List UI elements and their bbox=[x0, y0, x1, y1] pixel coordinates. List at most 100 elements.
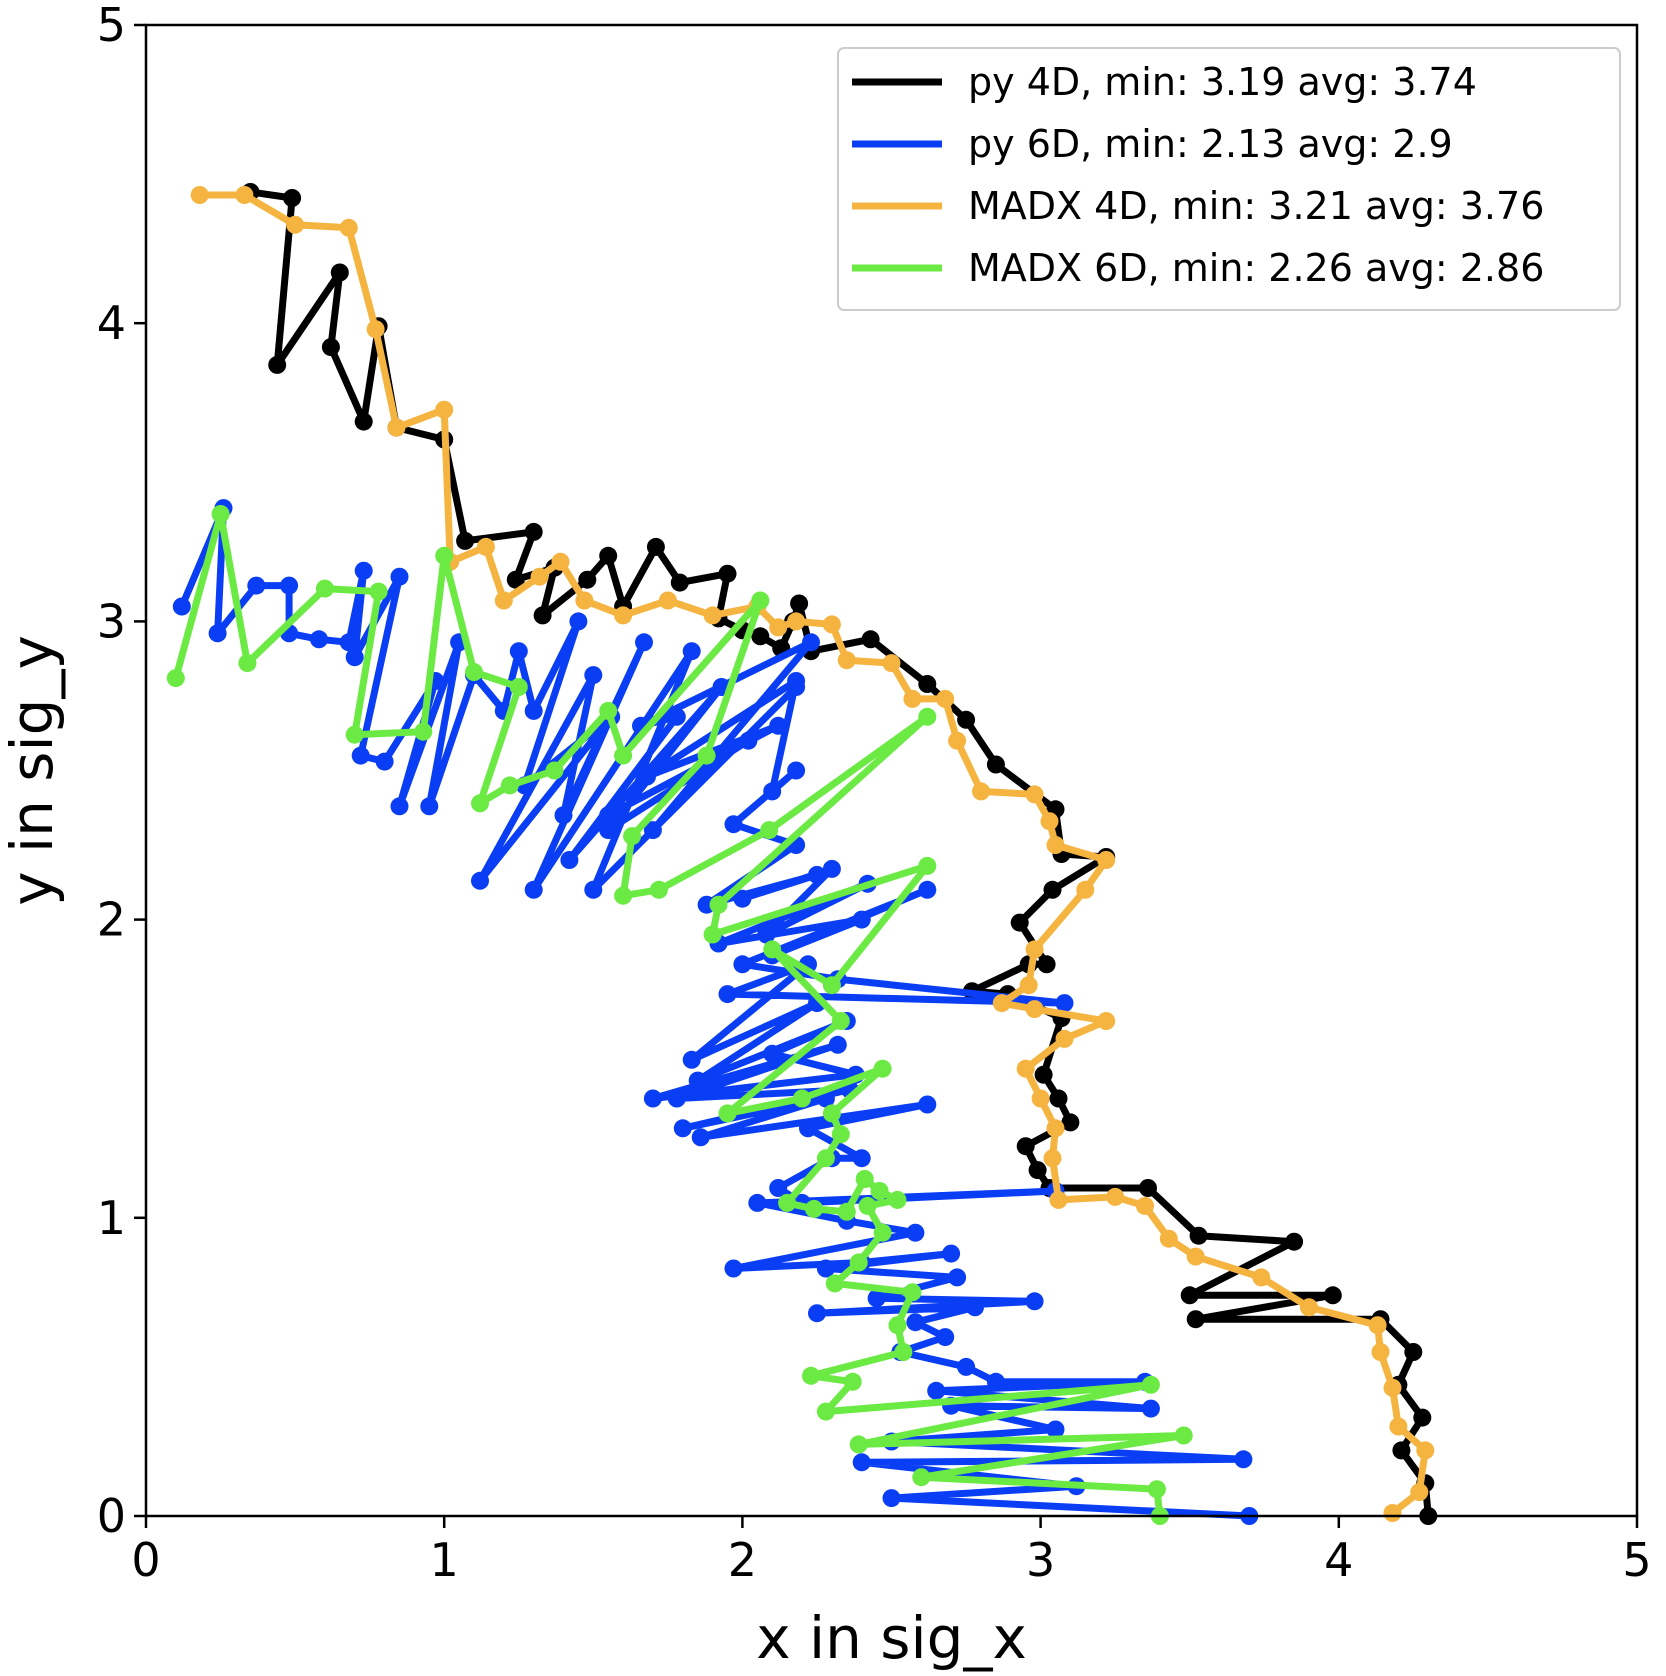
data-point-s4-11 bbox=[888, 1316, 907, 1335]
data-point-s3-29 bbox=[1025, 785, 1044, 804]
data-point-s2-42 bbox=[643, 1089, 662, 1108]
data-point-s4-7 bbox=[816, 1402, 835, 1421]
data-point-s3-20 bbox=[1097, 1012, 1116, 1030]
data-point-s2-16 bbox=[906, 1313, 925, 1332]
data-point-s3-40 bbox=[703, 606, 722, 625]
data-point-s3-22 bbox=[992, 994, 1011, 1013]
data-point-s2-99 bbox=[375, 752, 394, 771]
data-point-s3-16 bbox=[1046, 1119, 1065, 1138]
data-point-s1-32 bbox=[918, 675, 937, 693]
data-point-s3-52 bbox=[339, 218, 358, 237]
data-point-s2-97 bbox=[390, 797, 409, 816]
data-point-s1-26 bbox=[1043, 880, 1062, 899]
data-point-s3-18 bbox=[1016, 1059, 1035, 1078]
data-point-s2-62 bbox=[808, 865, 826, 884]
data-point-s2-101 bbox=[390, 567, 409, 586]
data-point-s2-76 bbox=[667, 707, 686, 726]
data-point-s4-41 bbox=[751, 591, 770, 610]
data-point-s2-100 bbox=[351, 746, 370, 765]
data-point-s2-103 bbox=[354, 561, 373, 580]
data-point-s3-42 bbox=[614, 606, 633, 625]
data-point-s2-56 bbox=[852, 910, 871, 929]
data-point-s4-14 bbox=[849, 1253, 868, 1272]
data-point-s1-3 bbox=[1392, 1441, 1411, 1460]
y-tick-label-4: 4 bbox=[97, 296, 126, 350]
data-point-s2-7 bbox=[1046, 1420, 1065, 1439]
data-point-s1-4 bbox=[1413, 1408, 1432, 1427]
data-point-s2-84 bbox=[635, 633, 653, 652]
data-point-s3-19 bbox=[1055, 1029, 1074, 1048]
data-point-s4-3 bbox=[912, 1468, 931, 1487]
data-point-s1-43 bbox=[646, 537, 665, 556]
data-point-s4-23 bbox=[816, 1149, 835, 1168]
data-point-s2-10 bbox=[927, 1381, 946, 1400]
data-point-s1-50 bbox=[524, 522, 543, 541]
data-point-s2-72 bbox=[739, 731, 758, 750]
data-point-s3-33 bbox=[903, 689, 922, 708]
data-point-s3-45 bbox=[530, 567, 549, 586]
data-point-s3-21 bbox=[1025, 1000, 1044, 1019]
data-point-s3-36 bbox=[822, 615, 841, 634]
data-point-s2-107 bbox=[280, 576, 299, 595]
data-point-s3-17 bbox=[1031, 1089, 1050, 1108]
data-point-s1-57 bbox=[330, 263, 349, 282]
data-point-s2-33 bbox=[852, 1149, 871, 1168]
data-point-s2-85 bbox=[554, 806, 573, 825]
data-point-s1-38 bbox=[751, 627, 770, 646]
data-point-s4-56 bbox=[166, 669, 185, 688]
data-point-s1-46 bbox=[578, 570, 597, 589]
data-point-s2-73 bbox=[599, 821, 618, 840]
data-point-s4-17 bbox=[888, 1190, 907, 1209]
data-point-s4-33 bbox=[703, 925, 722, 944]
data-point-s4-12 bbox=[903, 1283, 922, 1302]
data-point-s4-55 bbox=[211, 505, 230, 523]
x-tick-label-4: 4 bbox=[1324, 1533, 1353, 1587]
data-point-s3-8 bbox=[1300, 1298, 1318, 1317]
data-point-s2-9 bbox=[1141, 1399, 1160, 1418]
data-point-s1-49 bbox=[506, 570, 525, 589]
data-point-s3-10 bbox=[1186, 1247, 1205, 1266]
data-point-s4-20 bbox=[837, 1202, 856, 1221]
data-point-s2-95 bbox=[420, 797, 439, 816]
series-3 bbox=[190, 186, 1435, 1522]
data-point-s1-56 bbox=[321, 338, 340, 357]
legend-label-2: py 6D, min: 2.13 avg: 2.9 bbox=[968, 122, 1453, 166]
data-point-s4-53 bbox=[315, 579, 334, 598]
data-point-s4-22 bbox=[778, 1193, 797, 1212]
data-point-s4-46 bbox=[471, 794, 489, 813]
data-point-s2-23 bbox=[942, 1244, 961, 1263]
data-point-s4-25 bbox=[822, 1104, 841, 1123]
data-point-s3-14 bbox=[1049, 1190, 1068, 1209]
data-point-s3-25 bbox=[1076, 880, 1095, 899]
data-point-s2-44 bbox=[763, 1044, 782, 1063]
data-point-s1-47 bbox=[533, 606, 552, 625]
data-point-s1-55 bbox=[354, 412, 373, 431]
data-point-s3-34 bbox=[882, 654, 901, 673]
data-point-s3-2 bbox=[1410, 1483, 1429, 1502]
data-point-s3-28 bbox=[1040, 812, 1059, 831]
data-point-s3-23 bbox=[1019, 976, 1038, 995]
data-point-s3-26 bbox=[1097, 851, 1116, 869]
data-point-s3-9 bbox=[1252, 1268, 1271, 1287]
data-point-s2-82 bbox=[682, 642, 701, 661]
data-point-s4-37 bbox=[649, 880, 668, 899]
data-point-s4-54 bbox=[238, 654, 257, 673]
data-point-s2-92 bbox=[509, 642, 528, 661]
data-point-s3-53 bbox=[286, 215, 305, 234]
data-point-s2-25 bbox=[724, 1259, 743, 1278]
data-point-s2-51 bbox=[1055, 994, 1074, 1013]
data-point-s1-12 bbox=[1189, 1226, 1208, 1245]
data-point-s2-13 bbox=[957, 1357, 976, 1376]
data-point-s2-75 bbox=[560, 851, 579, 869]
data-point-s4-43 bbox=[599, 701, 618, 720]
y-tick-label-0: 0 bbox=[97, 1489, 126, 1543]
data-point-s1-6 bbox=[1404, 1343, 1423, 1361]
data-point-s2-48 bbox=[682, 1050, 701, 1069]
data-point-s2-61 bbox=[733, 889, 752, 908]
data-point-s1-10 bbox=[1180, 1286, 1199, 1305]
data-point-s4-50 bbox=[414, 722, 433, 741]
data-point-s2-90 bbox=[569, 612, 588, 631]
data-point-s4-9 bbox=[802, 1366, 820, 1385]
legend-label-3: MADX 4D, min: 3.21 avg: 3.76 bbox=[968, 184, 1544, 228]
data-point-s3-35 bbox=[837, 651, 856, 670]
